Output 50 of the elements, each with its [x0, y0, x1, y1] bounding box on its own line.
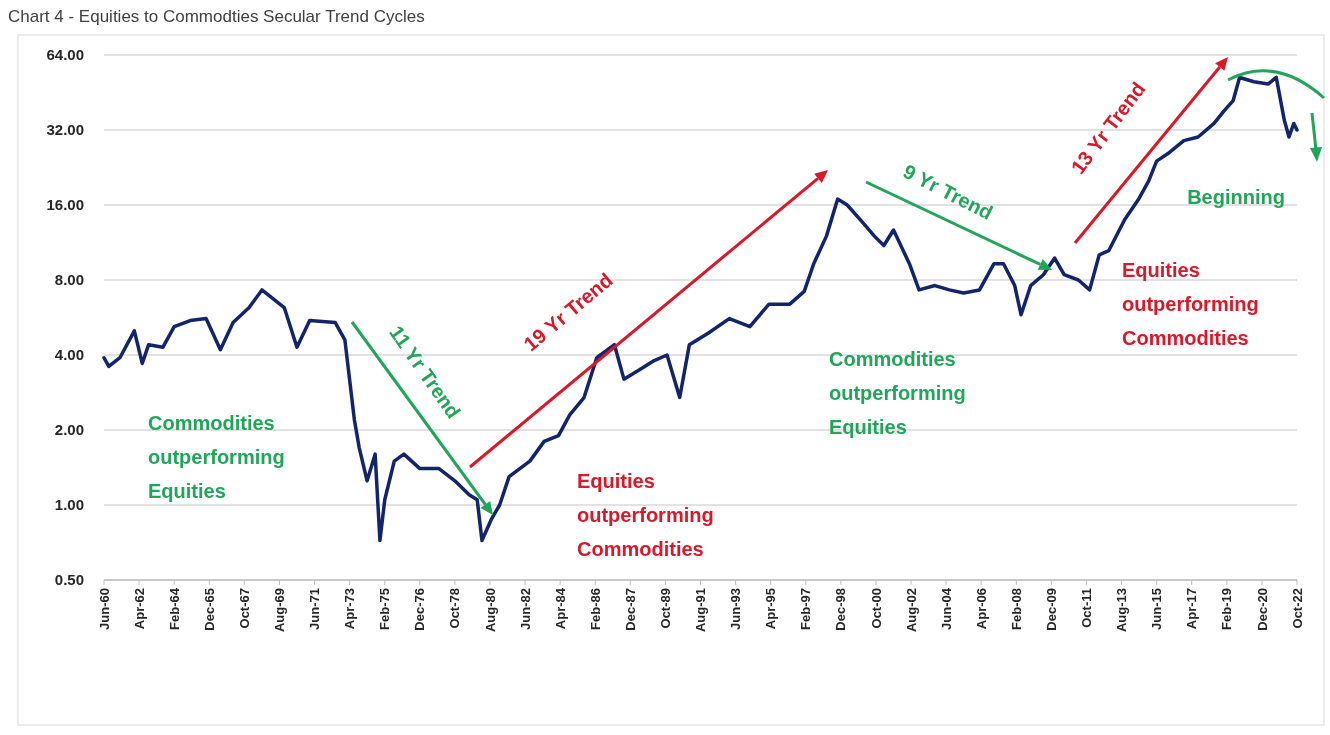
annotation: Equities outperforming Commodities	[577, 470, 714, 560]
x-tick-label: Apr-73	[342, 588, 358, 630]
x-tick-label: Oct-78	[447, 588, 463, 629]
y-tick-label: 32.00	[46, 121, 84, 139]
x-tick-label: Feb-08	[1008, 588, 1024, 630]
x-tick-label: Dec-76	[412, 588, 428, 631]
x-tick-label: Oct-67	[236, 588, 252, 629]
x-tick-label: Feb-19	[1219, 588, 1235, 630]
y-tick-label: 64.00	[46, 46, 84, 64]
x-tick-label: Feb-75	[377, 588, 393, 630]
x-tick-label: Feb-97	[798, 588, 814, 630]
y-tick-label: 8.00	[54, 271, 84, 289]
y-tick-label: 16.00	[46, 196, 84, 214]
x-tick-label: Aug-02	[903, 588, 919, 633]
x-tick-label: Dec-87	[622, 588, 638, 631]
x-tick-label: Jun-60	[96, 588, 112, 630]
x-tick-label: Feb-86	[587, 588, 603, 630]
y-tick-label: 0.50	[54, 571, 84, 589]
x-tick-label: Jun-93	[728, 588, 744, 630]
x-tick-label: Apr-84	[552, 587, 568, 630]
x-tick-label: Jun-15	[1149, 588, 1165, 630]
x-tick-label: Apr-17	[1184, 588, 1200, 630]
chart-title: Chart 4 - Equities to Commodties Secular Trend Cycles	[8, 7, 425, 26]
x-tick-label: Oct-89	[657, 588, 673, 629]
line-series	[102, 75, 1299, 543]
x-tick-label: Apr-06	[973, 588, 989, 630]
x-tick-label: Oct-11	[1079, 588, 1095, 628]
annotation: Commodities outperforming Equities	[829, 348, 966, 438]
annotation: Commodities outperforming Equities	[148, 412, 285, 502]
x-tick-label: Aug-80	[482, 588, 498, 633]
x-tick-label: Dec-20	[1254, 588, 1270, 631]
x-tick-label: Aug-69	[271, 588, 287, 633]
y-tick-label: 4.00	[54, 346, 84, 364]
x-tick-label: Dec-65	[201, 588, 217, 631]
x-tick-label: Apr-95	[763, 588, 779, 630]
x-tick-label: Dec-09	[1043, 588, 1059, 631]
annotation: Beginning	[1187, 186, 1285, 208]
x-tick-label: Jun-82	[517, 588, 533, 630]
x-tick-label: Jun-04	[938, 587, 954, 630]
x-tick-label: Jun-71	[307, 588, 323, 630]
x-tick-label: Feb-64	[166, 587, 182, 630]
x-tick-label: Aug-13	[1114, 588, 1130, 633]
x-tick-label: Dec-98	[833, 588, 849, 631]
x-tick-label: Apr-62	[131, 588, 147, 630]
annotation: Equities outperforming Commodities	[1122, 259, 1259, 349]
x-tick-label: Oct-00	[868, 588, 884, 629]
x-tick-label: Aug-91	[693, 588, 709, 633]
y-tick-label: 1.00	[54, 496, 84, 514]
x-tick-label: Oct-22	[1289, 588, 1305, 629]
y-tick-label: 2.00	[54, 421, 84, 439]
